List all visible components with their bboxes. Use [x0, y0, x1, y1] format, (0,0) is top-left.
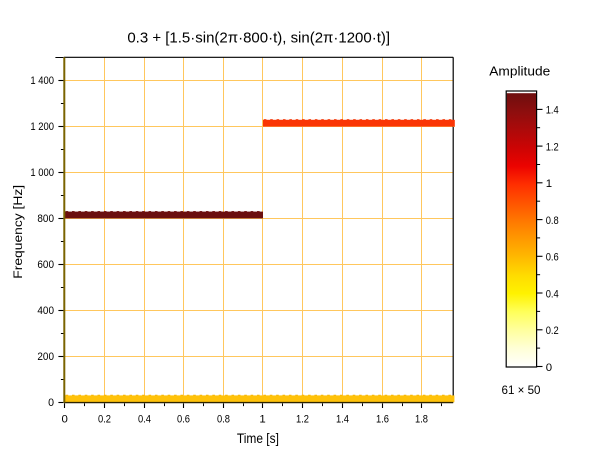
svg-text:0.3 + [1.5·sin(2π·800·t), sin(: 0.3 + [1.5·sin(2π·800·t), sin(2π·1200·t)… [127, 30, 390, 47]
svg-text:0: 0 [62, 413, 68, 425]
svg-text:0: 0 [48, 397, 54, 409]
svg-text:400: 400 [37, 305, 54, 317]
svg-text:1.8: 1.8 [415, 413, 428, 425]
svg-text:1.2: 1.2 [296, 413, 309, 425]
svg-text:0.6: 0.6 [546, 252, 559, 264]
svg-text:Time [s]: Time [s] [237, 430, 279, 446]
svg-text:1.2: 1.2 [546, 141, 559, 153]
svg-text:800: 800 [37, 213, 54, 225]
svg-text:0: 0 [546, 362, 552, 374]
svg-text:200: 200 [37, 351, 54, 363]
svg-text:1.6: 1.6 [376, 413, 389, 425]
svg-text:0.2: 0.2 [546, 325, 559, 337]
svg-text:1 000: 1 000 [30, 167, 54, 179]
svg-text:600: 600 [37, 259, 54, 271]
svg-text:61 × 50: 61 × 50 [502, 385, 541, 397]
svg-text:1: 1 [546, 178, 552, 190]
svg-text:0.8: 0.8 [546, 215, 559, 227]
svg-text:1 400: 1 400 [30, 75, 54, 87]
svg-text:1: 1 [259, 413, 265, 425]
svg-text:1.4: 1.4 [336, 413, 349, 425]
svg-text:Frequency [Hz]: Frequency [Hz] [11, 185, 25, 279]
svg-text:1 200: 1 200 [30, 121, 54, 133]
svg-text:0.4: 0.4 [546, 288, 559, 300]
svg-text:0.6: 0.6 [177, 413, 190, 425]
svg-text:0.8: 0.8 [217, 413, 230, 425]
svg-text:Amplitude: Amplitude [489, 63, 550, 78]
svg-text:1.4: 1.4 [546, 105, 559, 117]
svg-text:0.2: 0.2 [98, 413, 111, 425]
svg-text:0.4: 0.4 [138, 413, 151, 425]
